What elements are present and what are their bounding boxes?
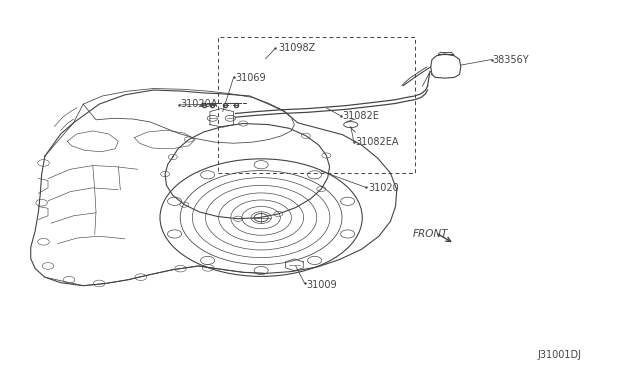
Text: 31020: 31020: [368, 183, 399, 193]
Text: 31009: 31009: [306, 280, 337, 289]
Text: FRONT: FRONT: [413, 229, 448, 238]
Text: J31001DJ: J31001DJ: [538, 350, 582, 360]
Text: 31082E: 31082E: [342, 111, 380, 121]
Text: 31098Z: 31098Z: [278, 44, 316, 53]
Text: 31082EA: 31082EA: [355, 137, 399, 147]
Text: 31020A: 31020A: [180, 99, 218, 109]
Text: 38356Y: 38356Y: [493, 55, 529, 64]
Text: 31069: 31069: [236, 73, 266, 83]
